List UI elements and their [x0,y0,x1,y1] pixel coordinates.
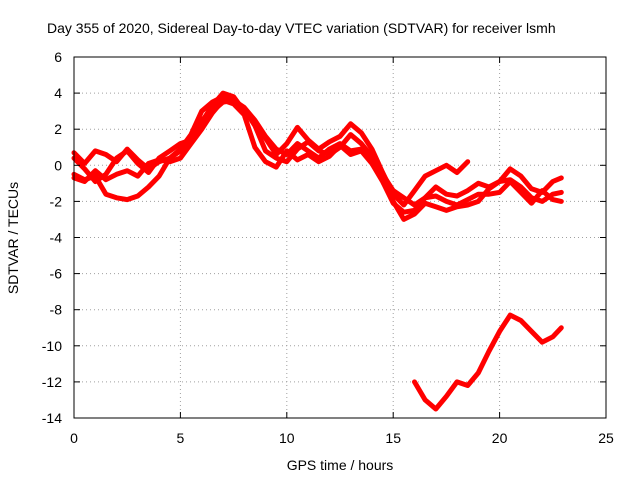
series-track-e [412,312,564,412]
x-tick-label: 15 [385,430,401,446]
y-tick-label: -12 [42,374,62,390]
y-tick-label: 6 [54,49,62,65]
series-layer [71,90,564,412]
y-tick-label: -2 [50,193,63,209]
x-tick-label: 10 [279,430,295,446]
grid [74,57,606,418]
y-tick-label: -8 [50,302,63,318]
y-tick-label: -10 [42,338,62,354]
y-tick-label: -14 [42,410,62,426]
chart-title: Day 355 of 2020, Sidereal Day-to-day VTE… [47,20,556,36]
y-tick-label: 4 [54,85,62,101]
y-tick-label: -6 [50,266,63,282]
x-tick-label: 0 [70,430,78,446]
y-tick-label: 0 [54,157,62,173]
x-tick-label: 5 [177,430,185,446]
x-tick-label: 25 [598,430,614,446]
series-track-c [71,94,564,222]
x-tick-label: 20 [492,430,508,446]
y-tick-label: -4 [50,230,63,246]
y-tick-label: 2 [54,121,62,137]
series-track-d [71,97,564,215]
y-axis-label: SDTVAR / TECUs [5,182,21,294]
series-track-a [71,90,471,208]
x-axis-label: GPS time / hours [287,457,394,473]
